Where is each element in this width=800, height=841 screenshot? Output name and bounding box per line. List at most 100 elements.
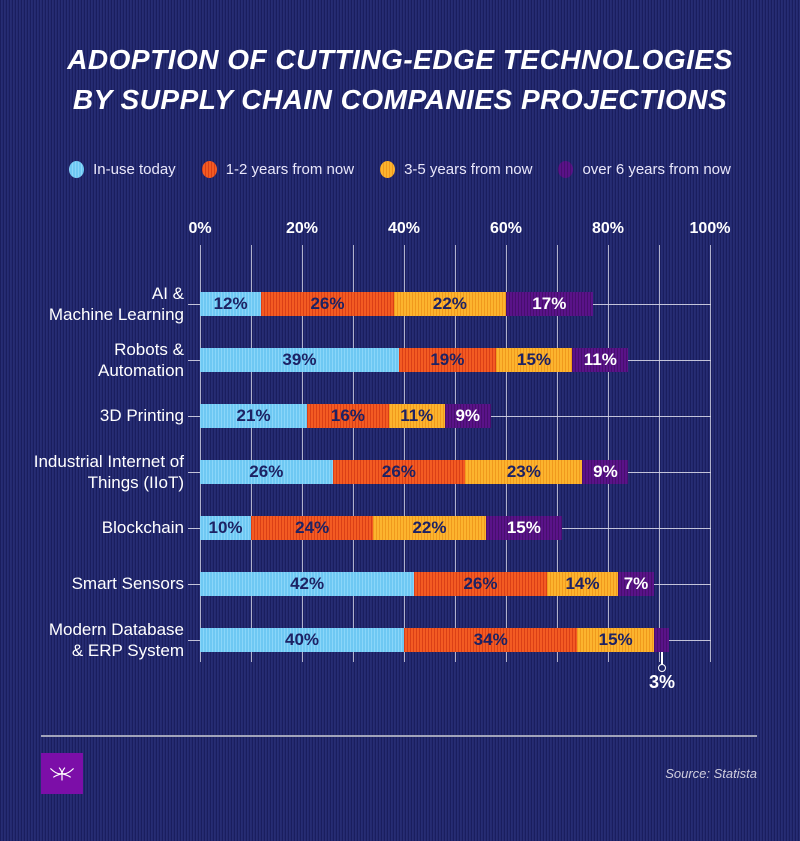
category-label: Blockchain bbox=[101, 518, 184, 538]
bar-row: 40% 34% 15% bbox=[200, 628, 670, 652]
legend: In-use today 1-2 years from now 3-5 year… bbox=[0, 161, 800, 178]
bar-row: 10% 24% 22% 15% bbox=[200, 516, 563, 540]
segment-value: 15% bbox=[506, 518, 541, 537]
legend-label: 3-5 years from now bbox=[404, 161, 533, 178]
gridline-vertical bbox=[404, 245, 405, 662]
segment-over-6-years-from-now: 7% bbox=[618, 572, 654, 596]
x-axis-tick: 20% bbox=[285, 220, 319, 237]
gridline-vertical bbox=[251, 245, 252, 662]
segment-in-use-today: 10% bbox=[200, 516, 251, 540]
legend-label: over 6 years from now bbox=[582, 161, 731, 178]
callout-leader-line bbox=[661, 652, 663, 665]
gridline-vertical bbox=[302, 245, 303, 662]
legend-item-1-2-years: 1-2 years from now bbox=[201, 161, 355, 178]
segment-over-6-years-from-now: 9% bbox=[444, 404, 491, 428]
category-label: Modern Database & ERP System bbox=[48, 619, 184, 660]
segment-in-use-today: 12% bbox=[200, 292, 262, 316]
category-label: Smart Sensors bbox=[71, 574, 184, 594]
segment-1-2-years-from-now: 16% bbox=[307, 404, 389, 428]
segment-3-5-years-from-now: 15% bbox=[495, 348, 573, 372]
segment-value: 22% bbox=[432, 294, 467, 313]
bar-row: 26% 26% 23% 9% bbox=[200, 460, 629, 484]
gridline-vertical bbox=[710, 245, 711, 662]
gridline-vertical bbox=[200, 245, 201, 662]
segment-value: 42% bbox=[290, 574, 325, 593]
segment-1-2-years-from-now: 26% bbox=[414, 572, 547, 596]
segment-value: 16% bbox=[330, 406, 365, 425]
segment-over-6-years-from-now: 11% bbox=[572, 348, 629, 372]
segment-1-2-years-from-now: 26% bbox=[332, 460, 466, 484]
segment-1-2-years-from-now: 24% bbox=[251, 516, 374, 540]
category-label: AI & Machine Learning bbox=[48, 283, 184, 324]
segment-value: 24% bbox=[295, 518, 330, 537]
dragonfly-icon bbox=[50, 766, 74, 781]
source-credit: Source: Statista bbox=[665, 766, 757, 781]
gridline-vertical bbox=[557, 245, 558, 662]
bar-row: 39% 19% 15% 11% bbox=[200, 348, 629, 372]
segment-value: 11% bbox=[400, 406, 434, 425]
segment-value: 17% bbox=[532, 294, 567, 313]
segment-value: 19% bbox=[430, 350, 465, 369]
segment-3-5-years-from-now: 23% bbox=[465, 460, 583, 484]
segment-1-2-years-from-now: 26% bbox=[261, 292, 394, 316]
segment-value: 40% bbox=[284, 630, 320, 649]
segment-in-use-today: 26% bbox=[200, 460, 333, 484]
x-axis-tick: 60% bbox=[489, 220, 523, 237]
segment-3-5-years-from-now: 15% bbox=[577, 628, 654, 652]
category-label: Industrial Internet of Things (IIoT) bbox=[33, 451, 184, 492]
legend-marker-yellow-icon bbox=[380, 161, 396, 178]
gridline-vertical bbox=[608, 245, 609, 662]
segment-in-use-today: 39% bbox=[200, 348, 399, 372]
segment-over-6-years-from-now bbox=[653, 628, 670, 652]
gridline-vertical bbox=[353, 245, 354, 662]
x-axis-tick: 0% bbox=[188, 220, 212, 237]
page-title-line2: BY SUPPLY CHAIN COMPANIES PROJECTIONS bbox=[72, 84, 728, 115]
segment-1-2-years-from-now: 19% bbox=[398, 348, 496, 372]
bar-row: 12% 26% 22% 17% bbox=[200, 292, 593, 316]
page-title-line1: ADOPTION OF CUTTING-EDGE TECHNOLOGIES bbox=[67, 44, 733, 75]
legend-marker-purple-icon bbox=[558, 161, 574, 178]
segment-3-5-years-from-now: 22% bbox=[393, 292, 506, 316]
segment-value: 26% bbox=[381, 462, 416, 481]
segment-in-use-today: 40% bbox=[200, 628, 404, 652]
segment-value: 39% bbox=[282, 350, 317, 369]
segment-1-2-years-from-now: 34% bbox=[404, 628, 578, 652]
bar-row: 21% 16% 11% 9% bbox=[200, 404, 491, 428]
legend-item-over-6-years: over 6 years from now bbox=[558, 161, 731, 178]
segment-value: 9% bbox=[455, 406, 481, 425]
x-axis-tick: 80% bbox=[591, 220, 625, 237]
callout-dot-icon bbox=[658, 664, 666, 672]
x-axis-tick: 100% bbox=[689, 220, 731, 237]
segment-value: 26% bbox=[310, 294, 345, 313]
segment-value: 7% bbox=[623, 574, 649, 593]
segment-value: 23% bbox=[506, 462, 541, 481]
segment-value: 14% bbox=[565, 574, 600, 593]
legend-item-in-use-today: In-use today bbox=[69, 161, 176, 178]
legend-label: 1-2 years from now bbox=[225, 161, 355, 178]
segment-value: 21% bbox=[236, 406, 271, 425]
gridline-vertical bbox=[506, 245, 507, 662]
segment-value: 22% bbox=[412, 518, 447, 537]
legend-marker-blue-icon bbox=[69, 161, 85, 178]
segment-3-5-years-from-now: 11% bbox=[388, 404, 445, 428]
gridline-vertical bbox=[659, 245, 660, 662]
callout-value: 3% bbox=[648, 672, 675, 692]
segment-over-6-years-from-now: 17% bbox=[505, 292, 593, 316]
legend-label: In-use today bbox=[93, 161, 176, 178]
segment-value: 12% bbox=[213, 294, 248, 313]
segment-over-6-years-from-now: 15% bbox=[485, 516, 563, 540]
segment-value: 15% bbox=[598, 630, 633, 649]
segment-3-5-years-from-now: 14% bbox=[546, 572, 619, 596]
legend-item-3-5-years: 3-5 years from now bbox=[380, 161, 532, 178]
segment-3-5-years-from-now: 22% bbox=[373, 516, 486, 540]
bar-row: 42% 26% 14% 7% bbox=[200, 572, 654, 596]
segment-in-use-today: 21% bbox=[200, 404, 308, 428]
brand-logo bbox=[41, 753, 83, 794]
segment-value: 26% bbox=[249, 462, 284, 481]
category-label: 3D Printing bbox=[99, 406, 184, 426]
segment-value: 15% bbox=[517, 350, 552, 369]
segment-in-use-today: 42% bbox=[200, 572, 415, 596]
category-label: Robots & Automation bbox=[98, 339, 184, 380]
footer-divider bbox=[41, 735, 757, 737]
